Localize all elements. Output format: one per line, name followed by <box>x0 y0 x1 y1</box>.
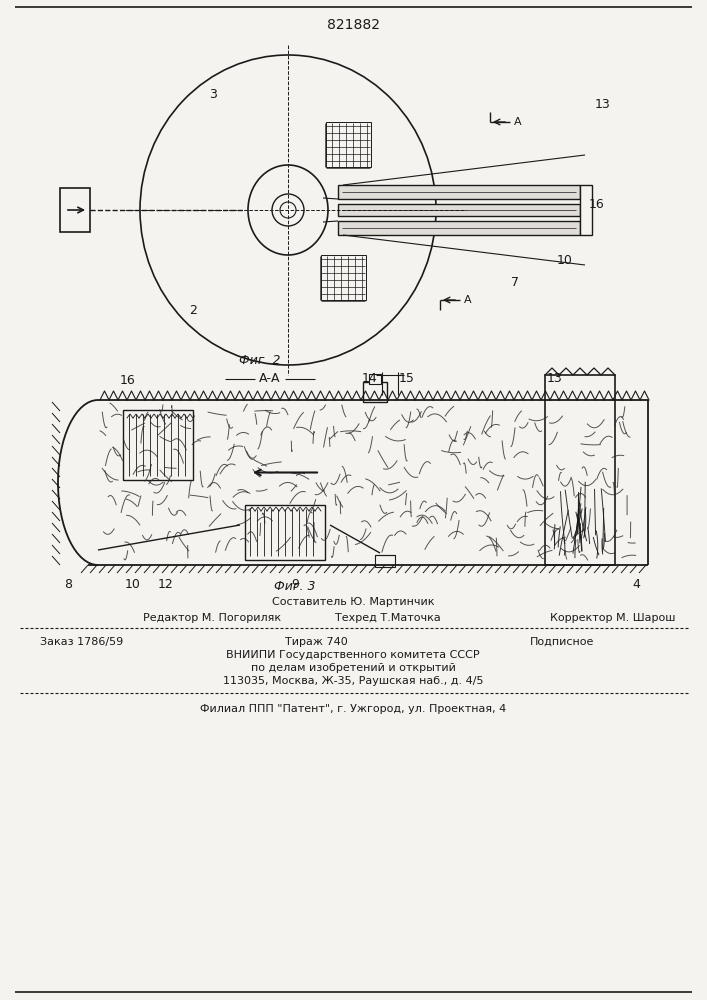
Text: 821882: 821882 <box>327 18 380 32</box>
Text: Фиг. 2: Фиг. 2 <box>239 354 281 366</box>
Text: Составитель Ю. Мартинчик: Составитель Ю. Мартинчик <box>271 597 434 607</box>
Bar <box>338 221 580 235</box>
Text: 113035, Москва, Ж-35, Раушская наб., д. 4/5: 113035, Москва, Ж-35, Раушская наб., д. … <box>223 676 484 686</box>
Text: Филиал ППП "Патент", г. Ужгород, ул. Проектная, 4: Филиал ППП "Патент", г. Ужгород, ул. Про… <box>200 704 506 714</box>
Text: 9: 9 <box>291 578 299 591</box>
Text: 16: 16 <box>589 198 605 212</box>
Text: 15: 15 <box>399 371 415 384</box>
Text: 2: 2 <box>189 304 197 316</box>
Bar <box>321 255 366 300</box>
Text: 13: 13 <box>547 371 563 384</box>
Text: по делам изобретений и открытий: по делам изобретений и открытий <box>250 663 455 673</box>
Text: Корректор М. Шарош: Корректор М. Шарош <box>550 613 675 623</box>
Circle shape <box>280 202 296 218</box>
Bar <box>369 374 381 384</box>
Bar <box>375 555 395 567</box>
Text: 3: 3 <box>209 89 217 102</box>
Bar <box>545 375 615 565</box>
Bar <box>363 382 387 402</box>
Text: 13: 13 <box>595 99 611 111</box>
Text: А: А <box>514 117 522 127</box>
Text: 16: 16 <box>120 373 136 386</box>
Text: Тираж 740: Тираж 740 <box>285 637 348 647</box>
Text: Фиг. 3: Фиг. 3 <box>274 580 316 593</box>
Text: А: А <box>464 295 472 305</box>
Bar <box>338 185 580 199</box>
Bar <box>326 122 371 167</box>
Text: А-А: А-А <box>259 371 281 384</box>
Text: Подписное: Подписное <box>530 637 595 647</box>
Bar <box>580 185 592 235</box>
Bar <box>245 505 325 560</box>
Bar <box>338 204 580 216</box>
Text: 7: 7 <box>511 275 519 288</box>
Text: 14: 14 <box>362 371 378 384</box>
Bar <box>123 410 193 480</box>
Ellipse shape <box>140 55 436 365</box>
Text: Техред Т.Маточка: Техред Т.Маточка <box>335 613 440 623</box>
Circle shape <box>272 194 304 226</box>
Text: 4: 4 <box>632 578 640 591</box>
Ellipse shape <box>248 165 328 255</box>
Text: 10: 10 <box>125 578 141 591</box>
Bar <box>60 188 90 232</box>
Text: 12: 12 <box>158 578 174 591</box>
Text: ВНИИПИ Государственного комитета СССР: ВНИИПИ Государственного комитета СССР <box>226 650 480 660</box>
Text: 10: 10 <box>557 253 573 266</box>
Text: Редактор М. Погориляк: Редактор М. Погориляк <box>143 613 281 623</box>
Text: Заказ 1786/59: Заказ 1786/59 <box>40 637 123 647</box>
Text: 8: 8 <box>64 578 72 591</box>
